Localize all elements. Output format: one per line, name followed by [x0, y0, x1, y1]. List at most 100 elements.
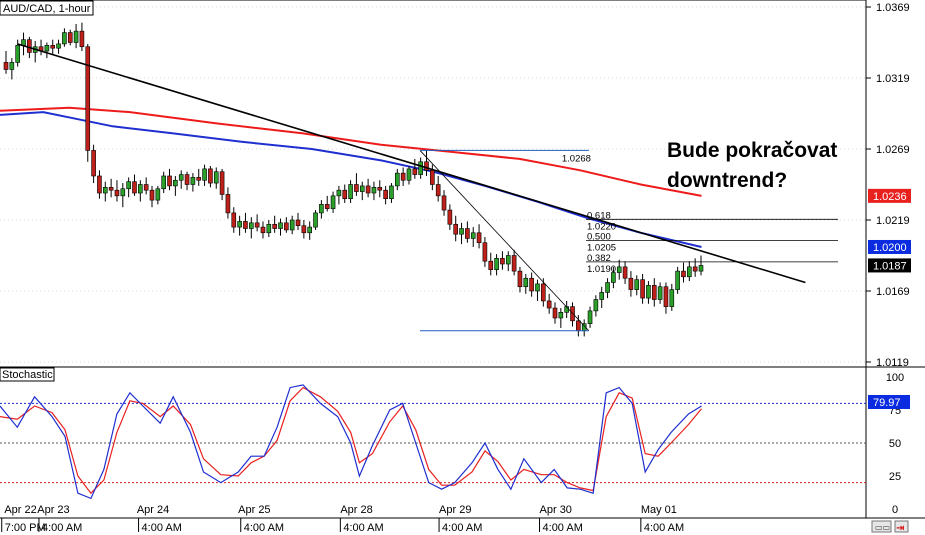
candle — [190, 173, 196, 192]
scroll-controls[interactable]: ▭▭ ⇥ — [871, 520, 909, 534]
candle — [67, 29, 73, 46]
time-label: 4:00 AM — [543, 522, 583, 534]
bullish-candle-body — [389, 185, 394, 199]
candle — [248, 217, 254, 239]
scroll-to-end-icon: ⇥ — [896, 523, 904, 534]
price-tick-label: 1.0369 — [876, 2, 910, 14]
fib-price-label: 1.0205 — [587, 243, 616, 254]
bullish-candle-body — [62, 32, 67, 45]
bearish-candle-body — [114, 189, 120, 197]
candle — [634, 275, 640, 296]
bearish-candle-body — [500, 258, 505, 265]
candle — [640, 273, 645, 304]
candle — [243, 212, 248, 233]
candle — [517, 266, 523, 293]
candle — [599, 286, 605, 309]
bullish-candle-body — [599, 292, 605, 300]
candle — [465, 221, 470, 243]
fib-price-label: 1.0220 — [587, 221, 616, 232]
date-label: Apr 25 — [238, 504, 270, 516]
candle — [476, 224, 482, 249]
candle — [225, 187, 231, 219]
candle — [178, 170, 184, 189]
bearish-candle-body — [511, 255, 517, 272]
candle — [552, 302, 558, 324]
candle — [143, 177, 149, 195]
candle — [114, 180, 120, 202]
candle — [295, 212, 301, 230]
time-axis: Apr 22 Apr 23 Apr 24 Apr 25 Apr 28 Apr 29 Apr … — [1, 504, 684, 534]
candle — [453, 215, 459, 242]
candle — [424, 150, 429, 176]
candle — [377, 180, 383, 198]
price-tick-label: 1.0269 — [876, 144, 910, 156]
retracement-swing-line — [419, 150, 590, 332]
bearish-candle-body — [324, 204, 330, 209]
scroll-to-end-button[interactable] — [894, 520, 909, 533]
chart-title: AUD/CAD, 1-hour — [3, 3, 91, 15]
bullish-candle-body — [173, 179, 178, 187]
bearish-candle-body — [143, 184, 149, 191]
bearish-candle-body — [622, 266, 628, 279]
bearish-candle-body — [453, 223, 459, 235]
candle — [546, 293, 552, 314]
candle — [196, 168, 202, 186]
bullish-candle-body — [21, 39, 26, 46]
bearish-candle-body — [365, 185, 371, 194]
candle — [441, 190, 447, 216]
date-label: May 01 — [641, 504, 677, 516]
annotation-line-2: downtrend? — [667, 169, 787, 192]
bearish-candle-body — [108, 187, 114, 191]
bullish-candle-body — [266, 223, 272, 234]
candle — [535, 279, 540, 301]
candle — [301, 220, 307, 239]
candle — [348, 180, 353, 203]
bearish-candle-body — [681, 270, 686, 278]
scroll-lock-icon: ▭▭ — [875, 523, 890, 532]
slow-moving-average-line — [0, 106, 702, 197]
bullish-candle-body — [138, 184, 143, 194]
candle — [500, 251, 505, 270]
candle — [675, 266, 680, 294]
bullish-candle-body — [359, 185, 365, 192]
candle — [44, 42, 50, 59]
stochastic-value: 79.97 — [873, 397, 901, 409]
time-label: 4:00 AM — [442, 522, 482, 534]
candle — [120, 183, 126, 208]
candle — [138, 180, 143, 202]
bearish-candle-body — [412, 168, 418, 175]
bullish-candle-body — [202, 168, 207, 181]
candle — [669, 283, 675, 311]
bullish-candle-body — [669, 289, 675, 307]
price-badge — [868, 239, 911, 254]
bullish-candle-body — [178, 174, 184, 181]
price-tick-label: 1.0219 — [876, 215, 910, 227]
bearish-candle-body — [430, 170, 435, 185]
bullish-candle-body — [371, 187, 377, 194]
candle — [406, 166, 412, 185]
bearish-candle-body — [184, 174, 190, 185]
bullish-candle-body — [494, 258, 499, 270]
price-badge — [868, 188, 911, 203]
fib-ratio-label: 0.500 — [587, 232, 611, 243]
bearish-candle-body — [576, 320, 581, 332]
bearish-candle-body — [546, 300, 552, 309]
bullish-candle-body — [587, 310, 593, 324]
bullish-candle-body — [237, 221, 242, 228]
candle — [91, 144, 96, 184]
bullish-candle-body — [248, 222, 254, 229]
bullish-candle-body — [278, 222, 283, 229]
bearish-candle-body — [692, 266, 698, 272]
stochastic-tick-label: 25 — [889, 471, 901, 483]
candle — [266, 220, 272, 238]
stochastic-d-line — [0, 386, 702, 495]
candle — [108, 178, 114, 198]
candle — [324, 195, 330, 212]
scroll-lock-button[interactable] — [871, 520, 892, 533]
candle — [395, 168, 400, 191]
bullish-candle-body — [348, 184, 353, 199]
bearish-candle-body — [284, 222, 289, 231]
bullish-candle-body — [646, 285, 651, 299]
bearish-candle-body — [132, 181, 137, 194]
